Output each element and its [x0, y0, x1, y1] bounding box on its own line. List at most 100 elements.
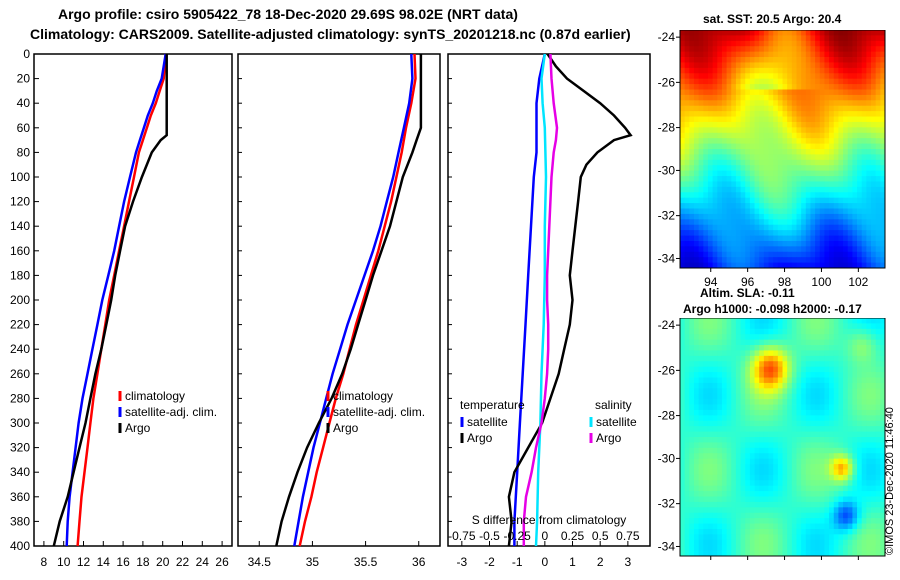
lat-tick-label: -28 [658, 121, 676, 135]
lon-tick-label: 98 [778, 275, 792, 289]
sla-argo-title: Argo h1000: -0.098 h2000: -0.17 [683, 302, 862, 316]
sst-map-frame [679, 30, 886, 269]
lat-tick-label: -26 [658, 75, 676, 89]
x2-tick-label: 0 [542, 529, 549, 543]
y-tick-label: 360 [10, 490, 30, 504]
y-tick-label: 0 [23, 47, 30, 61]
lon-tick-label: 94 [704, 275, 718, 289]
climatology-title: Climatology: CARS2009. Satellite-adjuste… [30, 26, 631, 42]
x-tick-label: 22 [176, 555, 190, 569]
x2-tick-label: 0.5 [592, 529, 609, 543]
x-tick-label: 1 [569, 555, 576, 569]
lat-tick-label: -34 [658, 251, 676, 265]
y-tick-label: 220 [10, 318, 30, 332]
y-tick-label: 240 [10, 342, 30, 356]
series-line-1 [65, 53, 167, 547]
y-tick-label: 160 [10, 244, 30, 258]
x-tick-label: 16 [116, 555, 130, 569]
y-tick-label: 40 [17, 96, 31, 110]
x-tick-label: 10 [57, 555, 71, 569]
x-tick-label: 35.5 [354, 555, 378, 569]
x-tick-label: 8 [41, 555, 48, 569]
x-tick-label: 2 [597, 555, 604, 569]
legend-label: satellite-adj. clim. [125, 405, 217, 419]
legend-label: satellite-adj. clim. [333, 405, 425, 419]
salinity-profile-chart: 34.5 35 35.5 36 climatology satellite-adj. cl… [237, 53, 441, 569]
y-tick-label: 280 [10, 391, 30, 405]
x-tick-label: 3 [625, 555, 632, 569]
lat-tick-label: -34 [658, 539, 676, 553]
sla-map: -24 -26 -28 -30 -32 -34 [658, 318, 886, 560]
plot-frame [237, 53, 441, 547]
y-tick-label: 340 [10, 465, 30, 479]
x-tick-label: 24 [196, 555, 210, 569]
imos-timestamp: ©IMOS 23-Dec-2020 11:46:40 [884, 407, 896, 555]
y-tick-label: 260 [10, 367, 30, 381]
lat-tick-label: -24 [658, 30, 676, 44]
sla-map-title: Altim. SLA: -0.11 [700, 286, 795, 300]
legend-label: climatology [125, 389, 185, 403]
salinity-axis-label: S difference from climatology [472, 513, 627, 527]
sla-map-field [680, 318, 886, 557]
sst-map-title: sat. SST: 20.5 Argo: 20.4 [703, 12, 842, 26]
series-line-0 [298, 53, 417, 547]
series-line-1 [293, 53, 414, 547]
sst-map: -24 -26 -28 -30 -32 -34 94 96 98 100 102 [658, 30, 886, 289]
y-tick-label: 20 [17, 72, 31, 86]
temperature-profile-chart: 8 10 12 14 16 18 20 22 24 260 20 40 60 80 100 120 140 160… [10, 47, 233, 569]
x-tick-label: 36 [412, 555, 426, 569]
legend-label: satellite [596, 415, 637, 429]
legend-label: Argo [596, 431, 622, 445]
x2-tick-label: 0.25 [561, 529, 585, 543]
legend-title-temperature: temperature [460, 398, 525, 412]
lat-tick-label: -24 [658, 318, 676, 332]
y-tick-label: 200 [10, 293, 30, 307]
lat-tick-label: -30 [658, 451, 676, 465]
x-tick-label: 34.5 [248, 555, 272, 569]
legend-label: Argo [125, 421, 151, 435]
x2-tick-label: -0.25 [503, 529, 531, 543]
lat-tick-label: -28 [658, 409, 676, 423]
x-tick-label: 18 [136, 555, 150, 569]
legend-label: Argo [333, 421, 359, 435]
y-tick-label: 300 [10, 416, 30, 430]
y-tick-label: 380 [10, 514, 30, 528]
lon-tick-label: 100 [811, 275, 831, 289]
y-tick-label: 100 [10, 170, 30, 184]
sst-map-field [680, 30, 886, 269]
series-line-2 [534, 53, 548, 547]
x-tick-label: -3 [456, 555, 467, 569]
legend-title-salinity: salinity [595, 398, 632, 412]
x-tick-label: 20 [156, 555, 170, 569]
x-tick-label: 14 [97, 555, 111, 569]
y-tick-label: 120 [10, 195, 30, 209]
y-tick-label: 400 [10, 539, 30, 553]
plot-frame [33, 53, 233, 547]
y-tick-label: 60 [17, 121, 31, 135]
x2-tick-label: -0.5 [479, 529, 500, 543]
series-line-2 [52, 54, 168, 547]
lon-tick-label: 102 [848, 275, 868, 289]
lon-tick-label: 96 [741, 275, 755, 289]
sla-map-frame [679, 318, 886, 557]
legend-label: climatology [333, 389, 393, 403]
y-tick-label: 80 [17, 145, 31, 159]
legend-label: satellite [467, 415, 508, 429]
x2-tick-label: -0.75 [448, 529, 476, 543]
lat-tick-label: -32 [658, 209, 676, 223]
x-tick-label: 12 [77, 555, 91, 569]
x-tick-label: 35 [306, 555, 320, 569]
legend-label: Argo [467, 431, 493, 445]
y-tick-label: 180 [10, 268, 30, 282]
profile-title: Argo profile: csiro 5905422_78 18-Dec-20… [58, 6, 518, 22]
series-line-3 [522, 53, 559, 546]
y-tick-label: 140 [10, 219, 30, 233]
plot-frame [447, 53, 651, 547]
difference-profile-chart: -3 -2 -1 0 1 2 3 S difference from climatology -… [447, 53, 651, 569]
series-line-1 [507, 53, 633, 547]
series-line-2 [275, 54, 423, 547]
x2-tick-label: 0.75 [616, 529, 640, 543]
y-tick-label: 320 [10, 441, 30, 455]
x-tick-label: -1 [512, 555, 523, 569]
lat-tick-label: -26 [658, 363, 676, 377]
